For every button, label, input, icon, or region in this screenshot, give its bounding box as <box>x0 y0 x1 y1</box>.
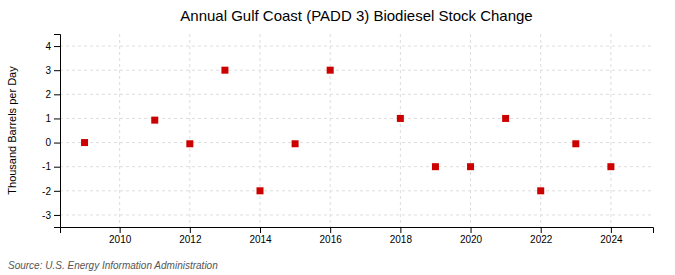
point <box>327 67 334 74</box>
y-grid-line <box>60 46 653 47</box>
point <box>397 115 404 122</box>
point <box>537 187 544 194</box>
point <box>186 140 193 147</box>
point <box>572 140 579 147</box>
y-tick-label: -2 <box>42 186 51 197</box>
y-tick: 3 <box>45 65 60 76</box>
point <box>467 163 474 170</box>
x-tick: 2012 <box>179 227 202 245</box>
x-tick-label: 2014 <box>249 234 272 245</box>
y-tick: -2 <box>42 186 60 197</box>
y-axis: -3 -2 -1 0 1 2 3 4 <box>42 35 60 228</box>
x-grid-line <box>400 34 401 227</box>
grid <box>60 34 653 227</box>
y-grid-line <box>60 142 653 143</box>
x-tick-label: 2018 <box>390 234 413 245</box>
y-tick: 4 <box>45 41 60 52</box>
point <box>502 115 509 122</box>
y-tick-mark <box>54 94 60 95</box>
x-tick-mark <box>260 227 261 233</box>
title: Annual Gulf Coast (PADD 3) Biodiesel Sto… <box>180 7 532 24</box>
point <box>607 163 614 170</box>
y-tick-mark <box>54 118 60 119</box>
y-tick-label: 2 <box>45 89 51 100</box>
y-tick-label: 3 <box>45 65 51 76</box>
point <box>81 139 88 146</box>
y-tick-label: 0 <box>45 137 51 148</box>
y-grid-line <box>60 214 653 215</box>
point <box>257 187 264 194</box>
plot-area <box>81 67 614 195</box>
x-tick: 2016 <box>320 227 343 245</box>
x-tick: 2018 <box>390 227 413 245</box>
point <box>151 117 158 124</box>
y-grid-line <box>60 118 653 119</box>
x-grid-line <box>470 34 471 227</box>
y-tick: 0 <box>45 137 60 148</box>
y-tick: -3 <box>42 210 60 221</box>
y-grid-line <box>60 166 653 167</box>
y-tick: 1 <box>45 113 60 124</box>
x-tick-mark <box>330 227 331 233</box>
y-axis-line <box>54 35 61 228</box>
y-tick-mark <box>54 167 60 168</box>
point <box>292 140 299 147</box>
y-grid-line <box>60 94 653 95</box>
y-grid-line <box>60 70 653 71</box>
x-tick-label: 2016 <box>320 234 343 245</box>
x-tick-mark <box>190 227 191 233</box>
x-tick: 2010 <box>109 227 132 245</box>
x-tick-label: 2022 <box>530 234 553 245</box>
x-axis: 2010 2012 2014 2016 2018 2020 2022 2024 <box>61 227 654 245</box>
x-grid-line <box>610 34 611 227</box>
x-tick-label: 2020 <box>460 234 483 245</box>
x-tick-label: 2012 <box>179 234 202 245</box>
x-grid-line <box>189 34 190 227</box>
y-tick: 2 <box>45 89 60 100</box>
point <box>221 67 228 74</box>
x-grid-line <box>260 34 261 227</box>
x-tick: 2014 <box>249 227 272 245</box>
y-tick-mark <box>54 143 60 144</box>
x-tick-mark <box>120 227 121 233</box>
y-tick-mark <box>54 215 60 216</box>
chart: 2010 2012 2014 2016 2018 2020 2022 2024 -3 -2 -1 0 1… <box>0 0 675 275</box>
y-tick-label: -1 <box>42 161 51 172</box>
y-tick-mark <box>54 46 60 47</box>
point <box>432 163 439 170</box>
x-tick-mark <box>400 227 401 233</box>
y-tick: -1 <box>42 161 60 172</box>
x-tick-mark <box>611 227 612 233</box>
y-tick-mark <box>54 191 60 192</box>
x-tick-mark <box>541 227 542 233</box>
y-tick-mark <box>54 70 60 71</box>
y-tick-label: -3 <box>42 210 51 221</box>
x-grid-line <box>330 34 331 227</box>
x-tick: 2024 <box>600 227 623 245</box>
x-axis-line <box>61 228 654 234</box>
x-tick-label: 2010 <box>109 234 132 245</box>
x-tick: 2020 <box>460 227 483 245</box>
x-tick: 2022 <box>530 227 553 245</box>
y-axis-title: Thousand Barrels per Day <box>6 66 18 195</box>
x-grid-line <box>540 34 541 227</box>
y-grid-line <box>60 190 653 191</box>
y-tick-label: 4 <box>45 41 51 52</box>
x-tick-mark <box>471 227 472 233</box>
annotation: Source: U.S. Energy Information Administ… <box>8 260 218 271</box>
y-tick-label: 1 <box>45 113 51 124</box>
x-tick-label: 2024 <box>600 234 623 245</box>
x-grid-line <box>119 34 120 227</box>
